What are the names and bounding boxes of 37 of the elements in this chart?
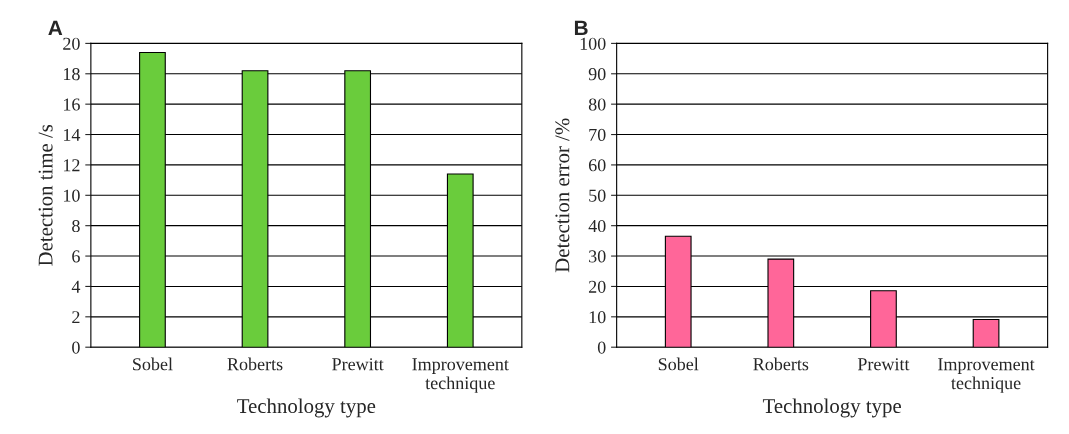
y-tick-label: 80 [588,98,606,111]
x-tick-label: Improvement technique [412,358,509,393]
x-tick-label: Improvement technique [938,358,1035,393]
y-tick-label: 0 [72,341,80,354]
x-tick-label: Sobel [133,357,173,371]
x-tick-label: Sobel [658,357,699,371]
y-tick-label: 10 [589,311,606,324]
y-tick-label: 40 [588,219,606,233]
y-tick-label: 30 [589,250,606,263]
y-tick-label: 100 [580,37,606,50]
y-tick-label: 4 [71,280,81,293]
y-tick-label: 2 [72,311,80,324]
y-axis-title: Detection time /s [38,124,53,266]
chart-title: A [48,20,63,36]
y-tick-label: 20 [588,280,606,293]
y-tick-label: 10 [63,189,80,202]
y-tick-label: 14 [63,128,81,141]
x-tick-label: Prewitt [857,358,910,371]
x-axis-title: Technology type [237,398,376,418]
x-tick-label: Roberts [753,357,809,371]
y-tick-label: 12 [63,159,80,172]
x-tick-label: Prewitt [332,358,384,371]
y-tick-label: 0 [597,341,606,354]
y-tick-label: 60 [588,159,606,172]
y-tick-label: 6 [72,250,80,263]
y-tick-label: 20 [63,37,80,50]
y-tick-label: 8 [72,219,80,233]
bar [972,318,1000,348]
y-tick-label: 70 [589,128,606,141]
y-tick-label: 90 [588,68,606,81]
x-axis-title: Technology type [762,398,901,418]
chart-title: B [574,20,588,36]
y-tick-label: 16 [63,98,80,111]
y-axis-title: Detection error /% [555,118,570,273]
y-tick-label: 50 [589,189,606,202]
y-tick-label: 18 [63,68,80,81]
x-tick-label: Roberts [227,357,283,371]
